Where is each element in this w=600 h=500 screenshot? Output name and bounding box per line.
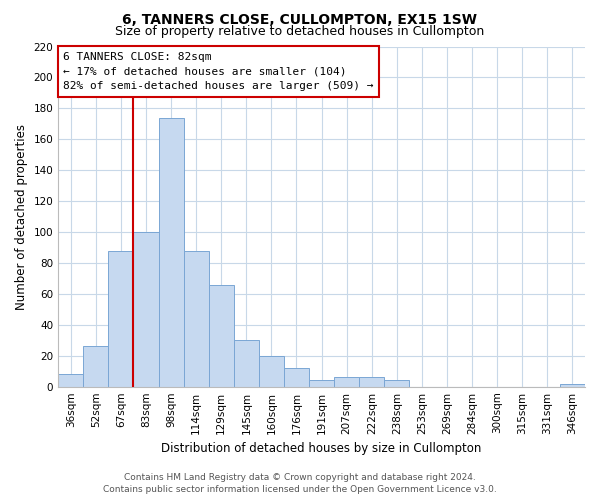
- Bar: [58, 374, 83, 386]
- Bar: [284, 368, 309, 386]
- Bar: [560, 384, 585, 386]
- Bar: [259, 356, 284, 386]
- Y-axis label: Number of detached properties: Number of detached properties: [15, 124, 28, 310]
- Text: 6 TANNERS CLOSE: 82sqm
← 17% of detached houses are smaller (104)
82% of semi-de: 6 TANNERS CLOSE: 82sqm ← 17% of detached…: [64, 52, 374, 91]
- Bar: [109, 250, 133, 386]
- Bar: [133, 232, 158, 386]
- Text: 6, TANNERS CLOSE, CULLOMPTON, EX15 1SW: 6, TANNERS CLOSE, CULLOMPTON, EX15 1SW: [122, 12, 478, 26]
- Text: Contains HM Land Registry data © Crown copyright and database right 2024.
Contai: Contains HM Land Registry data © Crown c…: [103, 472, 497, 494]
- Bar: [334, 378, 359, 386]
- Bar: [83, 346, 109, 387]
- Bar: [385, 380, 409, 386]
- X-axis label: Distribution of detached houses by size in Cullompton: Distribution of detached houses by size …: [161, 442, 482, 455]
- Text: Size of property relative to detached houses in Cullompton: Size of property relative to detached ho…: [115, 25, 485, 38]
- Bar: [158, 118, 184, 386]
- Bar: [209, 284, 234, 386]
- Bar: [309, 380, 334, 386]
- Bar: [184, 250, 209, 386]
- Bar: [234, 340, 259, 386]
- Bar: [359, 378, 385, 386]
